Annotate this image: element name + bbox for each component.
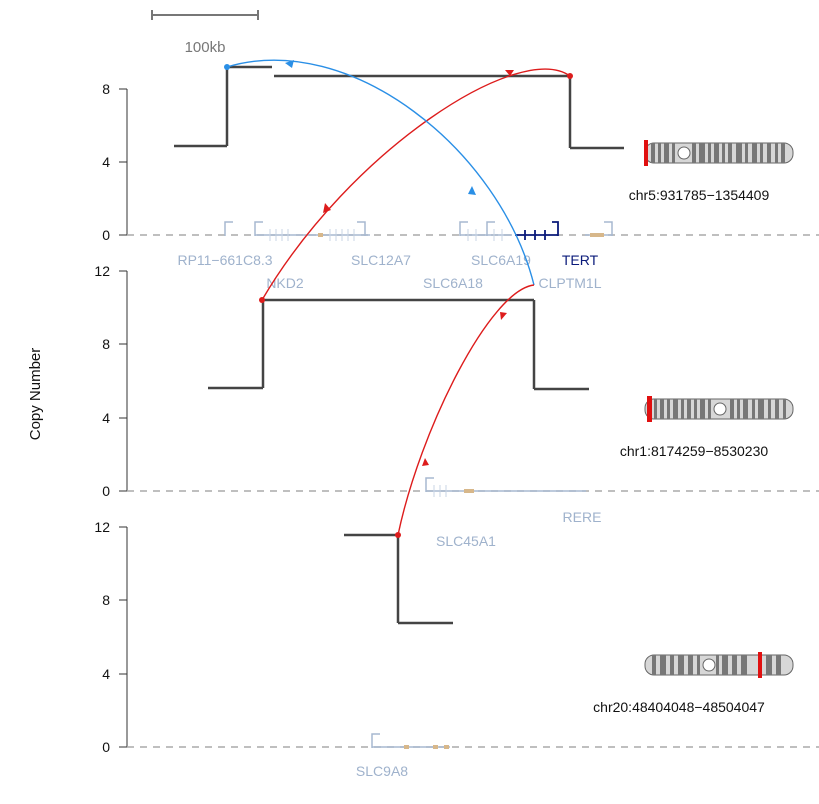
location-label-chr20: chr20:48404048−48504047 — [593, 699, 765, 715]
tick-label: 12 — [94, 519, 110, 535]
gene-track-chr5 — [224, 221, 613, 236]
ideogram-chr1: chr1:8174259−8530230 — [620, 396, 794, 459]
gene-exons-chr1 — [433, 485, 447, 497]
tick-label: 4 — [102, 410, 110, 426]
link-red-chr1-chr20 — [397, 284, 535, 536]
arrow-red-2 — [505, 70, 514, 76]
location-label-chr5: chr5:931785−1354409 — [629, 187, 770, 203]
tick-chr20-8: 8 — [102, 592, 127, 608]
gene-models — [224, 221, 613, 749]
ideogram-marker — [644, 140, 648, 166]
gene-label-tert: TERT — [562, 252, 599, 268]
gene-exons-alt-chr20 — [404, 745, 449, 749]
copy-number-segments — [174, 65, 624, 625]
sv-links — [226, 59, 571, 536]
tick-chr1-4: 4 — [102, 410, 127, 426]
link-red-chr5 — [261, 68, 571, 301]
gene-exons-chr5 — [269, 229, 503, 241]
gene-exons-alt-chr1 — [464, 489, 474, 493]
ideogram-chr5: chr5:931785−1354409 — [629, 140, 794, 203]
gene-tert — [515, 221, 559, 240]
scale-bar: 100kb — [151, 10, 259, 56]
tick-label: 0 — [102, 739, 110, 755]
tick-chr5-0: 0 — [102, 227, 127, 243]
tick-chr5-8: 8 — [102, 81, 127, 97]
gene-label-slc9a8: SLC9A8 — [356, 763, 408, 779]
tick-label: 8 — [102, 336, 110, 352]
gene-track-chr1 — [425, 477, 586, 492]
arrow-red-3 — [422, 458, 429, 466]
tick-chr1-8: 8 — [102, 336, 127, 352]
gene-label-slc45a1: SLC45A1 — [436, 533, 496, 549]
tick-label: 12 — [94, 263, 110, 279]
tick-label: 0 — [102, 483, 110, 499]
ideogram-marker — [647, 396, 652, 422]
gene-label-slc12a7: SLC12A7 — [351, 252, 411, 268]
gene-label-rp11-661c8-3: RP11−661C8.3 — [177, 252, 272, 268]
sv-link-arrows — [285, 60, 514, 466]
tick-label: 4 — [102, 666, 110, 682]
arrow-blue-2 — [468, 186, 476, 195]
y-ticks: 8 4 0 12 8 4 0 12 8 4 0 — [94, 81, 127, 755]
link-blue-chr5 — [226, 59, 535, 286]
gene-label-slc6a19: SLC6A19 — [471, 252, 531, 268]
arrow-red-1 — [323, 203, 331, 213]
tick-chr5-4: 4 — [102, 154, 127, 170]
arrow-blue-1 — [285, 60, 294, 68]
gene-label-slc6a18: SLC6A18 — [423, 275, 483, 291]
location-label-chr1: chr1:8174259−8530230 — [620, 443, 769, 459]
gene-exons-alt-chr5 — [318, 233, 604, 237]
gene-track-chr20 — [371, 733, 450, 748]
tick-label: 4 — [102, 154, 110, 170]
gene-labels: RP11−661C8.3 NKD2 SLC12A7 SLC6A19 SLC6A1… — [177, 252, 601, 779]
scale-bar-label: 100kb — [185, 39, 226, 56]
baselines — [127, 234, 819, 748]
tick-chr1-0: 0 — [102, 483, 127, 499]
ideogram-marker — [758, 652, 762, 678]
gene-label-rere: RERE — [563, 509, 602, 525]
tick-chr20-4: 4 — [102, 666, 127, 682]
tick-label: 8 — [102, 592, 110, 608]
sv-breakpoints — [224, 64, 573, 538]
tick-label: 8 — [102, 81, 110, 97]
tick-label: 0 — [102, 227, 110, 243]
y-axis-label: Copy Number — [27, 348, 44, 441]
ideogram-chr20: chr20:48404048−48504047 — [593, 652, 794, 715]
tick-chr20-12: 12 — [94, 519, 127, 535]
gene-label-clptm1l: CLPTM1L — [538, 275, 601, 291]
tick-chr1-12: 12 — [94, 263, 127, 279]
tick-chr20-0: 0 — [102, 739, 127, 755]
arrow-red-4 — [500, 312, 507, 320]
